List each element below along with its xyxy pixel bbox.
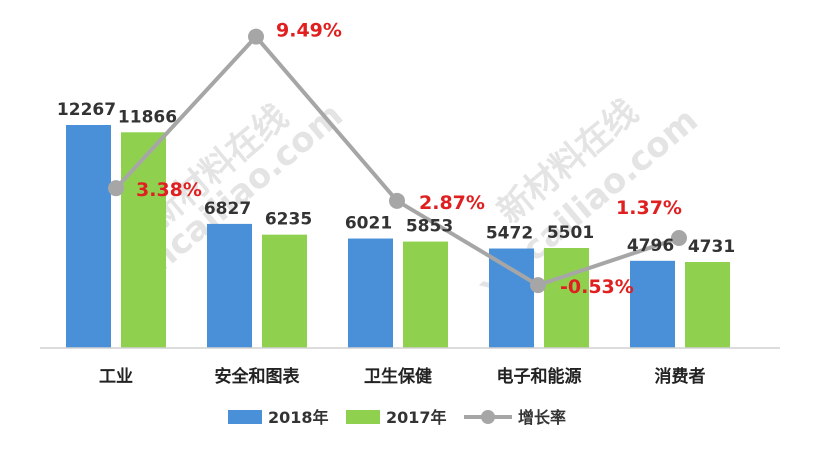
bar-value-label: 6021 [345, 214, 392, 234]
bar-2018-0 [66, 125, 111, 348]
bar-2018-1 [207, 223, 252, 348]
bar-value-label: 12267 [57, 100, 116, 120]
growth-rate-label: -0.53% [560, 276, 634, 298]
bar-2017-2 [403, 241, 448, 348]
bar-2018-3 [489, 248, 534, 348]
legend-swatch-2017 [346, 410, 380, 424]
bar-2018-4 [630, 260, 675, 348]
bar-2017-0 [121, 132, 166, 348]
legend-label: 2018年 [268, 408, 329, 427]
legend: 2018年 2017年 增长率 [228, 408, 566, 427]
growth-rate-point [108, 180, 124, 197]
bar-value-label: 4731 [688, 237, 735, 257]
legend-swatch-2018 [228, 410, 262, 424]
growth-rate-point [671, 230, 687, 247]
bar-value-label: 5501 [547, 223, 594, 243]
bar-2017-1 [262, 234, 307, 348]
bar-value-label: 5472 [486, 224, 533, 244]
growth-line [108, 28, 687, 294]
category-label: 电子和能源 [497, 366, 582, 387]
labels: 12267 11866 工业 6827 6235 安全和图表 6021 5853 卫生保健 547… [57, 20, 735, 387]
bar-value-label: 5853 [406, 217, 453, 237]
category-label: 安全和图表 [215, 366, 301, 387]
bar-value-label: 6235 [265, 210, 312, 230]
category-label: 卫生保健 [364, 366, 432, 387]
bar-value-label: 4796 [627, 236, 674, 256]
bar-value-label: 6827 [204, 199, 251, 219]
growth-rate-label: 3.38% [136, 179, 202, 201]
bar-2017-3 [544, 247, 589, 348]
growth-rate-point [248, 28, 264, 45]
category-label: 消费者 [655, 366, 706, 387]
bars [66, 125, 730, 348]
legend-label: 增长率 [518, 408, 566, 427]
growth-rate-point [530, 277, 546, 294]
legend-line-marker [481, 410, 495, 424]
legend-label: 2017年 [386, 408, 447, 427]
bar-2017-4 [685, 261, 730, 348]
bar-2018-2 [348, 238, 393, 348]
growth-rate-label: 9.49% [276, 20, 342, 42]
growth-rate-label: 1.37% [616, 197, 682, 219]
growth-rate-point [389, 192, 405, 209]
category-label: 工业 [99, 367, 133, 387]
bar-value-label: 11866 [118, 107, 177, 127]
growth-rate-label: 2.87% [419, 192, 485, 214]
